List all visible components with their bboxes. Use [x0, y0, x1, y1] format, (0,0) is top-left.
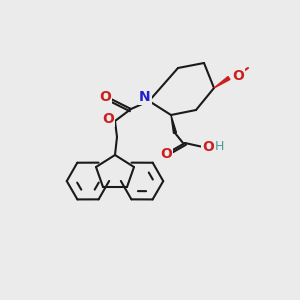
Text: O: O	[202, 140, 214, 154]
Text: H: H	[214, 140, 224, 152]
Text: O: O	[99, 90, 111, 104]
Polygon shape	[171, 115, 176, 133]
Text: N: N	[139, 90, 151, 104]
Text: O: O	[232, 69, 244, 83]
Text: O: O	[160, 147, 172, 161]
Text: O: O	[102, 112, 114, 126]
Polygon shape	[214, 76, 230, 88]
